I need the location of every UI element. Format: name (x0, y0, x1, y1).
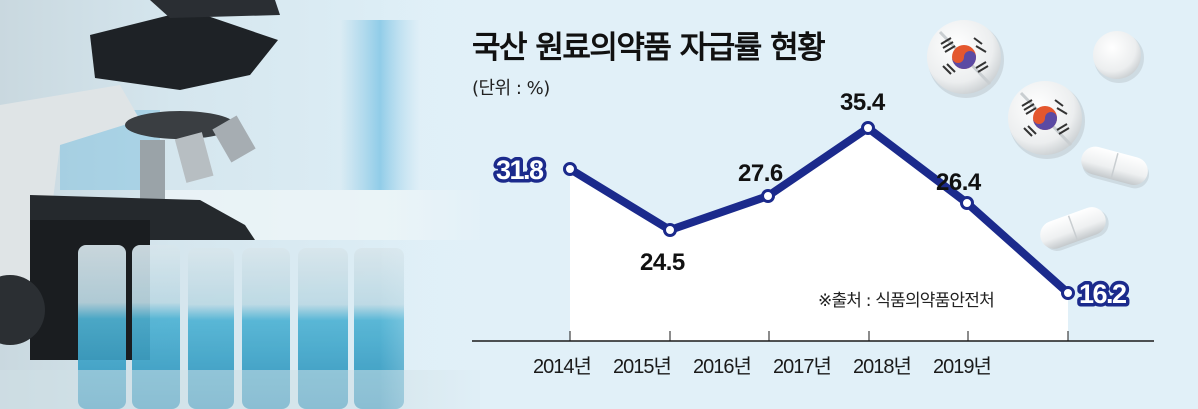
x-axis-ticks (569, 331, 1069, 341)
data-line (566, 124, 1072, 297)
source-note: ※출처 : 식품의약품안전처 (818, 291, 994, 311)
korea-flag-pill-icon (927, 20, 1004, 98)
point-2019 (1061, 286, 1075, 300)
x-label-2017: 2017년 (773, 355, 831, 378)
area-fill (570, 128, 1068, 341)
point-2016 (761, 189, 775, 203)
value-label-2014: 31.8 (496, 155, 544, 185)
chart-title: 국산 원료의약품 자급률 현황 (472, 30, 826, 66)
microscope-photo-icon (0, 0, 500, 409)
point-2017 (861, 121, 875, 135)
point-2015 (663, 223, 677, 237)
capsule-pill-icon (1081, 146, 1150, 189)
value-label-2017: 35.4 (840, 89, 886, 116)
capsule-pill-icon (1040, 207, 1109, 251)
point-2014 (563, 162, 577, 176)
data-points (563, 121, 1075, 300)
x-label-2019: 2019년 (933, 355, 991, 378)
value-label-2019: 16.2 (1079, 279, 1126, 309)
round-white-pill-icon (1093, 31, 1144, 83)
x-label-2018: 2018년 (853, 355, 911, 378)
point-2018 (960, 196, 974, 210)
x-label-2014: 2014년 (533, 355, 591, 378)
x-label-2016: 2016년 (693, 355, 751, 378)
unit-label: (단위 : %) (472, 78, 550, 99)
value-label-2016: 27.6 (738, 160, 783, 187)
x-label-2015: 2015년 (613, 355, 671, 378)
korea-flag-pill-icon (1008, 81, 1085, 159)
value-label-2018: 26.4 (936, 169, 982, 196)
value-label-2015: 24.5 (640, 249, 685, 276)
